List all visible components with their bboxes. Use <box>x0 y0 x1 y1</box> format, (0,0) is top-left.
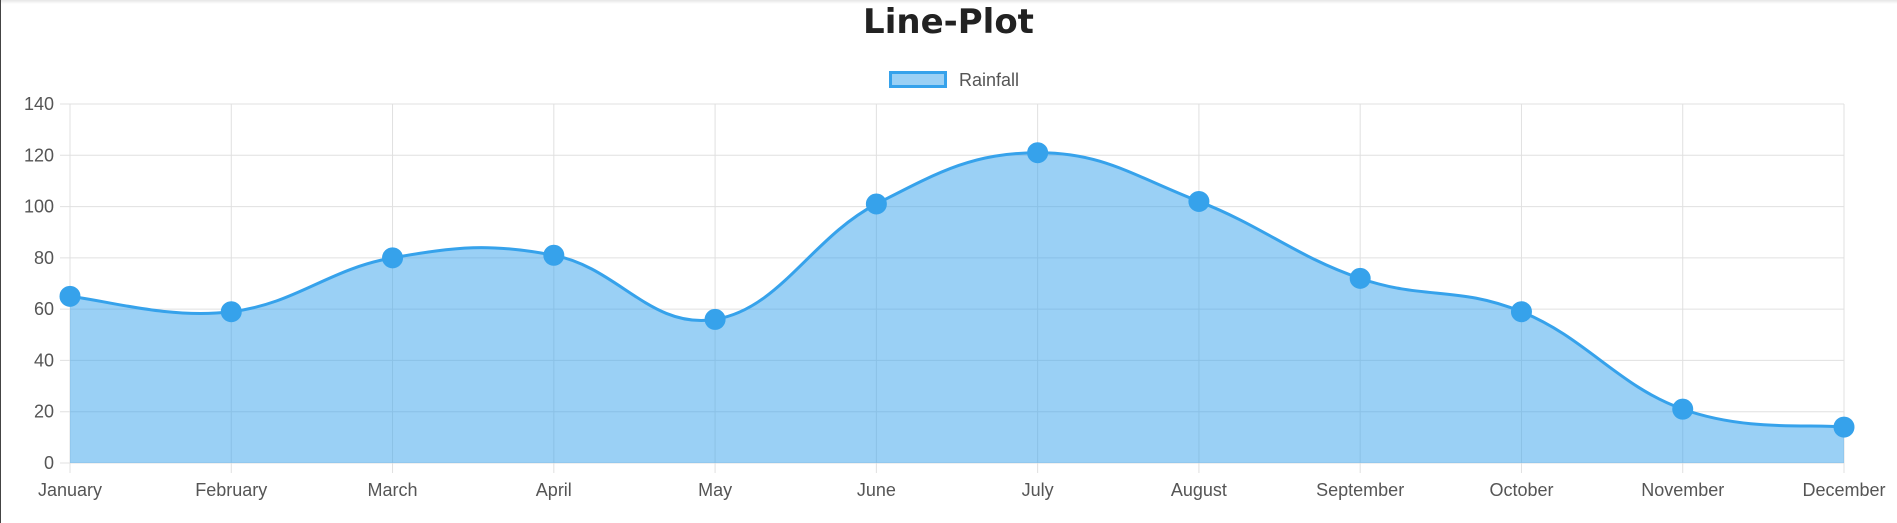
data-point-january[interactable] <box>59 285 81 307</box>
y-axis-labels: 0 20 40 60 80 100 120 140 <box>24 94 54 473</box>
data-points <box>59 142 1855 438</box>
data-point-june[interactable] <box>865 193 887 215</box>
data-point-november[interactable] <box>1672 398 1694 420</box>
x-tick-label: March <box>368 480 418 500</box>
data-point-april[interactable] <box>543 244 565 266</box>
left-edge <box>0 0 1 523</box>
legend-label[interactable]: Rainfall <box>959 70 1020 90</box>
y-tick-label: 80 <box>34 248 54 268</box>
data-point-july[interactable] <box>1027 142 1049 164</box>
y-tick-label: 120 <box>24 145 54 165</box>
y-tick-label: 20 <box>34 402 54 422</box>
chart-title: Line-Plot <box>863 2 1034 42</box>
y-tick-label: 0 <box>44 453 54 473</box>
data-point-march[interactable] <box>382 247 404 269</box>
top-shadow <box>0 0 1897 4</box>
y-tick-label: 60 <box>34 299 54 319</box>
data-point-august[interactable] <box>1188 190 1210 212</box>
x-tick-label: October <box>1489 480 1553 500</box>
x-tick-label: February <box>195 480 267 500</box>
x-tick-label: August <box>1171 480 1227 500</box>
y-tick-label: 140 <box>24 94 54 114</box>
y-tick-label: 40 <box>34 350 54 370</box>
x-tick-label: December <box>1802 480 1885 500</box>
x-tick-label: November <box>1641 480 1724 500</box>
rainfall-area <box>70 152 1844 464</box>
legend[interactable]: Rainfall <box>0 70 1897 92</box>
x-tick-label: July <box>1022 480 1054 500</box>
x-tick-label: September <box>1316 480 1404 500</box>
data-point-december[interactable] <box>1833 416 1855 438</box>
data-point-september[interactable] <box>1349 267 1371 289</box>
data-point-may[interactable] <box>704 308 726 330</box>
x-axis-labels: January February March April May June July Augu… <box>38 480 1886 500</box>
x-tick-label: January <box>38 480 102 500</box>
x-tick-label: June <box>857 480 896 500</box>
x-tick-label: May <box>698 480 732 500</box>
data-point-october[interactable] <box>1510 301 1532 323</box>
y-tick-label: 100 <box>24 197 54 217</box>
data-point-february[interactable] <box>220 301 242 323</box>
area-layer <box>69 151 1845 464</box>
legend-swatch[interactable] <box>889 71 947 88</box>
x-tick-label: April <box>536 480 572 500</box>
